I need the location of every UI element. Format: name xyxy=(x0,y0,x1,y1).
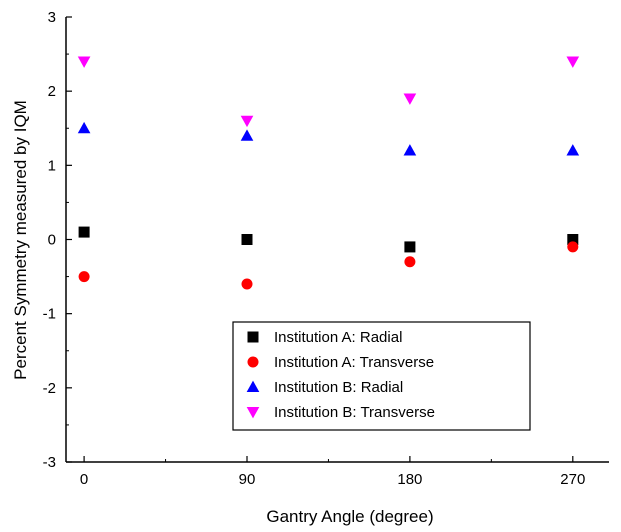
y-tick-label: 2 xyxy=(48,83,56,100)
y-tick-label: -2 xyxy=(43,380,56,397)
legend-marker xyxy=(246,380,260,393)
data-point xyxy=(403,144,417,156)
data-point xyxy=(240,115,254,128)
data-point xyxy=(404,241,416,253)
series-2 xyxy=(78,241,579,290)
data-point xyxy=(241,234,253,245)
ticks: -3 -2 -1 0 1 2 3 0 90 180 270 xyxy=(43,9,586,488)
data-point xyxy=(78,226,90,238)
data-point xyxy=(403,93,417,105)
legend-entry: Institution B: Radial xyxy=(246,379,403,396)
legend-entry: Institution A: Radial xyxy=(247,329,402,346)
y-tick-label: 3 xyxy=(48,9,56,26)
data-point xyxy=(567,234,579,245)
legend-entry: Institution B: Transverse xyxy=(246,404,435,421)
data-points xyxy=(77,56,580,290)
legend-entry: Institution A: Transverse xyxy=(247,354,434,371)
x-tick-label: 270 xyxy=(560,471,585,488)
data-point xyxy=(78,271,90,283)
data-point xyxy=(77,56,91,68)
series-3 xyxy=(77,121,580,156)
legend-label: Institution A: Radial xyxy=(274,329,402,346)
series-1 xyxy=(78,226,579,253)
data-point xyxy=(566,144,580,156)
legend-label: Institution B: Transverse xyxy=(274,404,435,421)
series-4 xyxy=(77,56,580,128)
data-point xyxy=(77,121,91,134)
legend-box xyxy=(232,321,531,431)
data-point xyxy=(567,241,579,253)
data-point xyxy=(241,278,253,290)
y-tick-label: -3 xyxy=(43,454,56,471)
data-point xyxy=(240,129,254,141)
legend: Institution A: Radial Institution A: Tran… xyxy=(232,321,531,431)
legend-label: Institution A: Transverse xyxy=(274,354,434,371)
x-tick-label: 180 xyxy=(397,471,422,488)
y-tick-label: -1 xyxy=(43,306,56,323)
x-tick-label: 0 xyxy=(80,471,88,488)
legend-marker xyxy=(247,331,259,343)
x-tick-label: 90 xyxy=(239,471,256,488)
legend-marker xyxy=(246,406,260,419)
data-point xyxy=(404,256,416,268)
y-tick-label: 0 xyxy=(48,232,56,249)
y-axis-title: Percent Symmetry measured by IQM xyxy=(11,100,30,380)
legend-label: Institution B: Radial xyxy=(274,379,403,396)
legend-marker xyxy=(247,356,259,368)
x-axis-title: Gantry Angle (degree) xyxy=(266,507,433,526)
data-point xyxy=(566,56,580,68)
y-tick-label: 1 xyxy=(48,157,56,174)
